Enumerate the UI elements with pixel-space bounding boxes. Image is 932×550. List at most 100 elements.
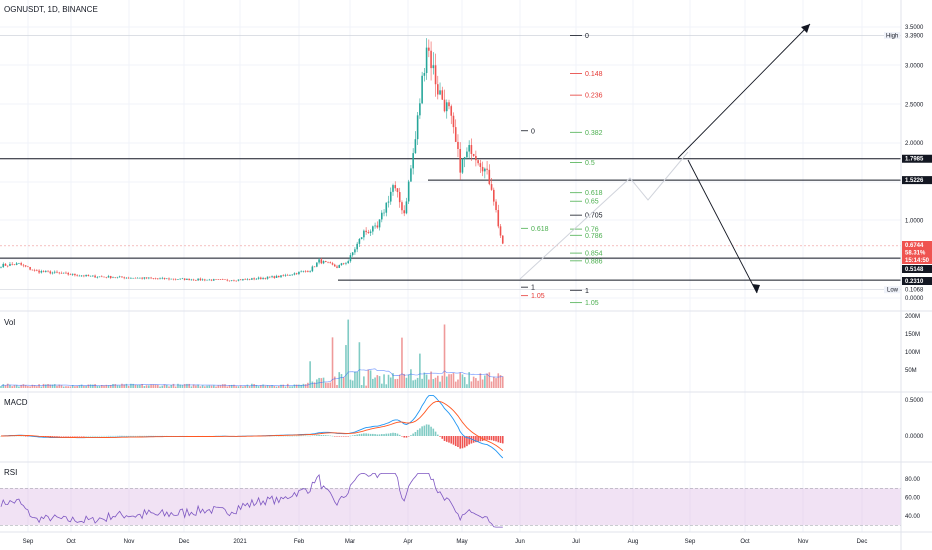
volume-bar <box>389 377 392 388</box>
volume-bar <box>177 383 179 388</box>
macd-histogram-bar <box>407 436 410 437</box>
candle-body <box>374 225 376 227</box>
volume-pane[interactable]: Vol <box>0 318 504 388</box>
bullish-arrow-line[interactable] <box>677 23 811 159</box>
volume-bar <box>125 383 128 388</box>
candle-body <box>206 279 208 281</box>
candle-body <box>163 277 166 279</box>
candle-body <box>217 279 220 280</box>
volume-bar <box>179 384 181 388</box>
time-axis-label: May <box>456 539 467 545</box>
volume-bar <box>445 376 448 388</box>
candle-body <box>477 160 479 164</box>
candle-body <box>154 278 157 279</box>
candle-body <box>186 278 188 280</box>
price-tag-label: 0.5148 <box>905 267 924 273</box>
macd-histogram-bar <box>62 436 65 437</box>
candle-body <box>280 275 282 278</box>
price-tag-label: 0.2310 <box>905 279 924 285</box>
volume-bar <box>322 377 325 388</box>
candle-body <box>33 270 36 271</box>
volume-bar <box>311 381 314 388</box>
candle-body <box>450 106 453 116</box>
macd-pane[interactable]: MACD <box>0 394 504 459</box>
macd-histogram-bar <box>295 435 298 437</box>
price-pane[interactable]: 0 0.148 0.236 0.382 0.5 0.618 0.65 0.705 0.760.7… <box>0 5 901 307</box>
volume-pane-label: Vol <box>4 318 15 327</box>
volume-bar <box>242 386 244 388</box>
macd-histogram-bar <box>338 436 341 437</box>
volume-bar <box>470 381 473 388</box>
volume-bar <box>345 345 347 388</box>
volume-scale-ticks: 200M 150M 100M 50M <box>905 314 920 374</box>
fibonacci-retracement-main[interactable]: 0 0.148 0.236 0.382 0.5 0.618 0.65 0.705 0.760.7… <box>570 33 603 307</box>
candle-body <box>56 271 58 273</box>
volume-bar <box>340 374 343 388</box>
volume-bar <box>428 379 430 388</box>
candle-body <box>351 252 354 256</box>
candle-body <box>105 276 108 278</box>
time-axis[interactable]: Sep Oct Nov Dec 2021 Feb Mar Apr May Jun Jul Aug Sep… <box>23 539 868 545</box>
macd-histogram-bar <box>484 436 486 441</box>
macd-histogram-bar <box>114 435 117 437</box>
pane-separators[interactable] <box>0 310 932 533</box>
candle-body <box>356 243 358 250</box>
candle-body <box>327 261 329 263</box>
macd-histogram-bar <box>152 435 155 437</box>
macd-histogram-bar <box>441 436 444 439</box>
macd-histogram-bar <box>501 436 504 444</box>
price-scale[interactable]: 3.50003.00002.50002.00001.50001.00000.50… <box>884 0 932 550</box>
candle-body <box>369 231 372 233</box>
macd-histogram-bar <box>401 436 403 437</box>
candle-body <box>148 277 150 279</box>
rsi-pane[interactable]: RSI <box>0 468 901 528</box>
projected-path-line[interactable] <box>519 151 689 280</box>
candle-body <box>340 263 343 266</box>
candle-body <box>454 127 457 142</box>
projection-drawing[interactable] <box>519 23 811 294</box>
macd-histogram-bar <box>434 431 437 436</box>
macd-histogram-bar <box>304 435 307 437</box>
candle-body <box>60 272 63 274</box>
volume-bar <box>269 385 271 388</box>
volume-bar <box>6 383 9 388</box>
volume-bar <box>27 385 29 388</box>
time-axis-label: Apr <box>403 539 412 545</box>
volume-bar <box>121 383 123 388</box>
candle-body <box>378 219 381 228</box>
candle-body <box>237 279 240 281</box>
volume-bar <box>208 385 211 388</box>
candle-body <box>170 278 173 280</box>
macd-histogram-bar <box>414 431 417 436</box>
volume-bar <box>239 385 242 388</box>
volume-bar <box>105 384 108 388</box>
volume-bar <box>40 386 43 388</box>
volume-bar <box>101 384 103 388</box>
macd-histogram-bar <box>76 436 78 437</box>
volume-bar <box>432 379 435 388</box>
macd-histogram-bar <box>132 435 134 437</box>
candle-body <box>367 232 370 233</box>
fibonacci-retracement-secondary[interactable]: 0 0.618 11.05 <box>521 128 549 300</box>
candle-body <box>271 276 273 278</box>
macd-histogram-bar <box>428 424 430 436</box>
candle-body <box>336 266 338 268</box>
candle-body <box>74 273 76 276</box>
candle-body <box>486 168 488 170</box>
candle-body <box>286 274 289 276</box>
volume-bar <box>260 385 262 388</box>
candle-body <box>190 279 193 281</box>
macd-histogram-bar <box>98 435 101 437</box>
candle-body <box>322 261 325 264</box>
volume-bar <box>419 353 421 388</box>
volume-bar <box>141 383 143 388</box>
bearish-arrow-line[interactable] <box>687 159 758 294</box>
volume-bar <box>454 381 457 388</box>
candle-body <box>9 263 11 266</box>
volume-bar <box>248 386 251 388</box>
low-marker-label: Low <box>887 288 899 294</box>
volume-bar <box>215 386 217 388</box>
volume-bar <box>407 374 410 388</box>
horizontal-levels[interactable] <box>0 35 901 291</box>
